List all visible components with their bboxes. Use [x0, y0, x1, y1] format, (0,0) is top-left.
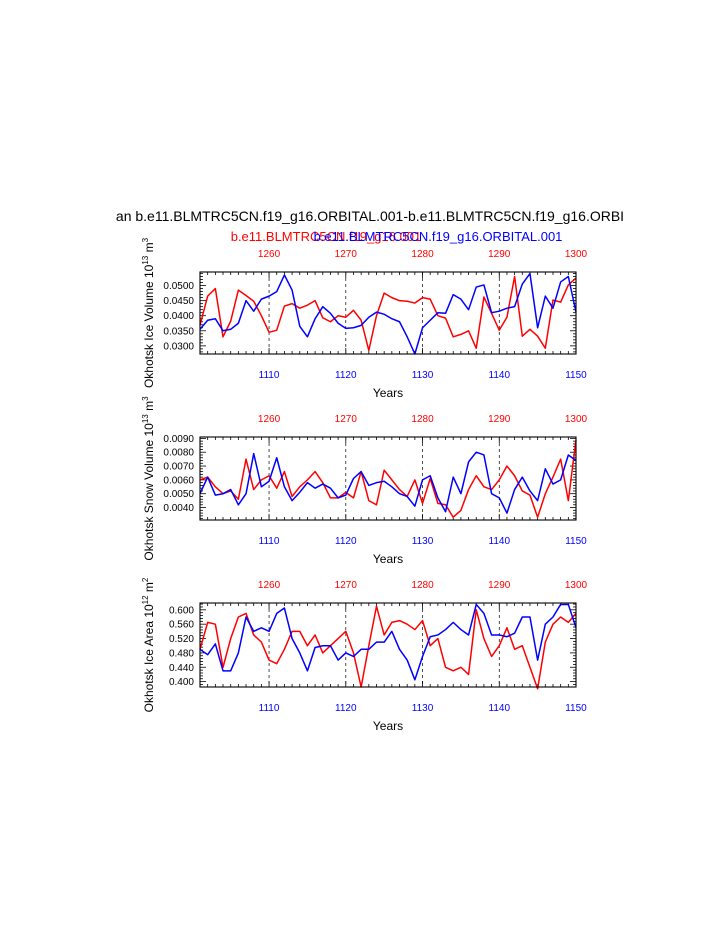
panel-3: 0.400 0.440 0.480 0.520 0.560 0.600 1110 1120 11… [141, 577, 588, 733]
x-axis-title: Years [373, 386, 403, 400]
y-tick-label: 0.400 [169, 677, 194, 688]
y-tick-label: 0.0300 [163, 341, 194, 352]
x-tick-label-bottom: 1150 [565, 536, 587, 547]
series-line-red [199, 275, 577, 352]
panel-1: 0.0300 0.0350 0.0400 0.0450 0.0500 1110 1120 11… [141, 237, 588, 400]
x-tick-label-bottom: 1110 [259, 370, 280, 381]
x-tick-label-top: 1280 [411, 580, 434, 591]
x-axis-title: Years [373, 719, 403, 733]
x-tick-label-top: 1260 [258, 580, 281, 591]
y-tick-label: 0.0350 [163, 326, 194, 337]
plot-frame [199, 271, 577, 355]
x-tick-label-bottom: 1150 [565, 703, 587, 714]
plot-frame [199, 436, 577, 521]
y-tick-label: 0.560 [169, 620, 194, 631]
series-line-red [199, 605, 577, 690]
x-tick-label-bottom: 1130 [412, 703, 434, 714]
series-line-blue [199, 272, 577, 355]
y-axis-title: Okhotsk Ice Volume 1013 m3 [141, 237, 156, 388]
x-tick-label-top: 1300 [565, 249, 588, 260]
y-tick-label: 0.0500 [163, 281, 194, 292]
x-tick-label-bottom: 1110 [259, 536, 280, 547]
x-tick-label-bottom: 1120 [335, 703, 357, 714]
x-tick-label-bottom: 1110 [259, 703, 280, 714]
y-tick-label: 0.0070 [163, 462, 194, 473]
plot-frame [199, 602, 577, 688]
y-tick-label: 0.440 [169, 663, 194, 674]
x-tick-label-top: 1280 [411, 249, 434, 260]
x-axis-title: Years [373, 552, 403, 566]
y-axis-title: Okhotsk Ice Area 1012 m2 [141, 577, 156, 712]
y-tick-label: 0.0050 [163, 489, 194, 500]
x-tick-label-top: 1270 [335, 414, 358, 425]
x-tick-label-top: 1290 [488, 249, 511, 260]
x-tick-label-top: 1290 [488, 414, 511, 425]
y-tick-label: 0.0090 [163, 434, 194, 445]
y-axis-title: Okhotsk Snow Volume 1013 m3 [141, 396, 156, 561]
x-tick-label-bottom: 1150 [565, 370, 587, 381]
page-title: an b.e11.BLMTRC5CN.f19_g16.ORBITAL.001-b… [116, 208, 624, 224]
x-tick-label-top: 1270 [335, 249, 358, 260]
y-tick-label: 0.0400 [163, 311, 194, 322]
x-tick-label-top: 1300 [565, 414, 588, 425]
x-tick-label-top: 1290 [488, 580, 511, 591]
series-line-blue [199, 451, 577, 514]
y-tick-label: 0.600 [169, 605, 194, 616]
x-tick-label-bottom: 1130 [412, 536, 434, 547]
x-tick-label-top: 1260 [258, 249, 281, 260]
y-tick-label: 0.0040 [163, 503, 194, 514]
y-tick-label: 0.520 [169, 634, 194, 645]
legend-blue-run-label: b.e11.BLMTRC5CN.f19_g16.ORBITAL.001 [314, 229, 563, 244]
series-line-blue [199, 603, 577, 681]
x-tick-label-bottom: 1140 [489, 703, 511, 714]
y-tick-label: 0.0080 [163, 448, 194, 459]
x-tick-label-top: 1300 [565, 580, 588, 591]
x-tick-label-bottom: 1140 [489, 370, 511, 381]
x-tick-label-top: 1270 [335, 580, 358, 591]
x-tick-label-top: 1280 [411, 414, 434, 425]
x-tick-label-top: 1260 [258, 414, 281, 425]
x-tick-label-bottom: 1140 [489, 536, 511, 547]
panel-2: 0.0040 0.0050 0.0060 0.0070 0.0080 0.0090 1110… [141, 396, 588, 566]
x-tick-label-bottom: 1120 [335, 536, 357, 547]
y-tick-label: 0.0060 [163, 475, 194, 486]
x-tick-label-bottom: 1130 [412, 370, 434, 381]
x-tick-label-bottom: 1120 [335, 370, 357, 381]
legend-red-run-label: b.e11.BLMTRC5CN.f19_g16.001 [231, 229, 422, 244]
y-tick-label: 0.480 [169, 648, 194, 659]
series-line-red [199, 439, 577, 518]
y-tick-label: 0.0450 [163, 296, 194, 307]
